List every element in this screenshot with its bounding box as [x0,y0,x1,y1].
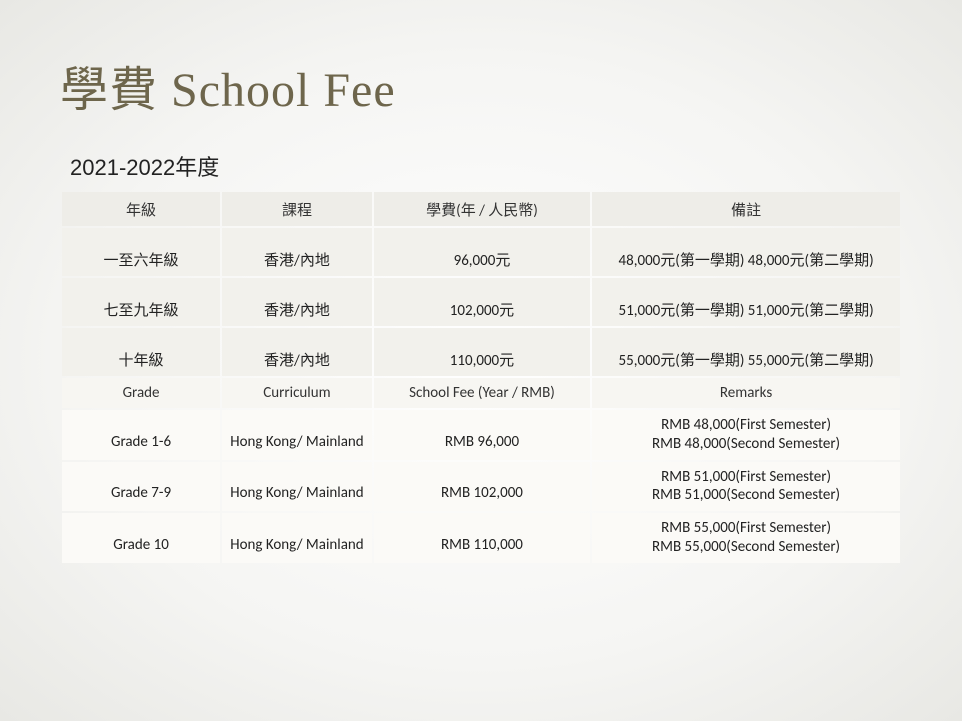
cn-grade: 十年級 [62,328,220,376]
en-remark: RMB 48,000(First Semester) RMB 48,000(Se… [592,410,900,460]
cn-grade: 七至九年級 [62,278,220,326]
en-grade: Grade 1-6 [62,410,220,460]
table-row: 一至六年級 香港/內地 96,000元 48,000元(第一學期) 48,000… [62,228,900,276]
en-remark: RMB 55,000(First Semester) RMB 55,000(Se… [592,513,900,563]
cn-remark: 48,000元(第一學期) 48,000元(第二學期) [592,228,900,276]
table-row: Grade 1-6 Hong Kong/ Mainland RMB 96,000… [62,410,900,460]
en-curr: Hong Kong/ Mainland [222,462,372,512]
fee-table: 年級 課程 學費(年 / 人民幣) 備註 一至六年級 香港/內地 96,000元… [60,190,902,565]
cn-fee: 96,000元 [374,228,590,276]
th-fee-cn: 學費(年 / 人民幣) [374,192,590,226]
page-subtitle: 2021-2022年度 [70,150,902,182]
cn-remark: 51,000元(第一學期) 51,000元(第二學期) [592,278,900,326]
cn-remark: 55,000元(第一學期) 55,000元(第二學期) [592,328,900,376]
en-remark-line1: RMB 55,000(First Semester) [598,519,894,538]
slide-page: 學費 School Fee 2021-2022年度 年級 課程 學費(年 / 人… [0,0,962,565]
en-remark-line1: RMB 48,000(First Semester) [598,416,894,435]
en-remark-line1: RMB 51,000(First Semester) [598,468,894,487]
en-curr: Hong Kong/ Mainland [222,410,372,460]
table-header-cn: 年級 課程 學費(年 / 人民幣) 備註 [62,192,900,226]
table-header-en: Grade Curriculum School Fee (Year / RMB)… [62,378,900,408]
cn-fee: 102,000元 [374,278,590,326]
cn-curr: 香港/內地 [222,328,372,376]
en-grade: Grade 7-9 [62,462,220,512]
th-fee-en: School Fee (Year / RMB) [374,378,590,408]
table-row: 七至九年級 香港/內地 102,000元 51,000元(第一學期) 51,00… [62,278,900,326]
cn-curr: 香港/內地 [222,278,372,326]
table-row: Grade 7-9 Hong Kong/ Mainland RMB 102,00… [62,462,900,512]
en-remark: RMB 51,000(First Semester) RMB 51,000(Se… [592,462,900,512]
cn-grade: 一至六年級 [62,228,220,276]
cn-fee: 110,000元 [374,328,590,376]
th-remark-cn: 備註 [592,192,900,226]
en-remark-line2: RMB 48,000(Second Semester) [598,435,894,454]
th-grade-en: Grade [62,378,220,408]
en-fee: RMB 102,000 [374,462,590,512]
table-row: Grade 10 Hong Kong/ Mainland RMB 110,000… [62,513,900,563]
th-curr-cn: 課程 [222,192,372,226]
en-fee: RMB 96,000 [374,410,590,460]
th-remark-en: Remarks [592,378,900,408]
th-grade-cn: 年級 [62,192,220,226]
th-curr-en: Curriculum [222,378,372,408]
cn-curr: 香港/內地 [222,228,372,276]
en-grade: Grade 10 [62,513,220,563]
en-remark-line2: RMB 51,000(Second Semester) [598,486,894,505]
en-fee: RMB 110,000 [374,513,590,563]
en-remark-line2: RMB 55,000(Second Semester) [598,538,894,557]
en-curr: Hong Kong/ Mainland [222,513,372,563]
table-row: 十年級 香港/內地 110,000元 55,000元(第一學期) 55,000元… [62,328,900,376]
page-title: 學費 School Fee [60,50,902,120]
